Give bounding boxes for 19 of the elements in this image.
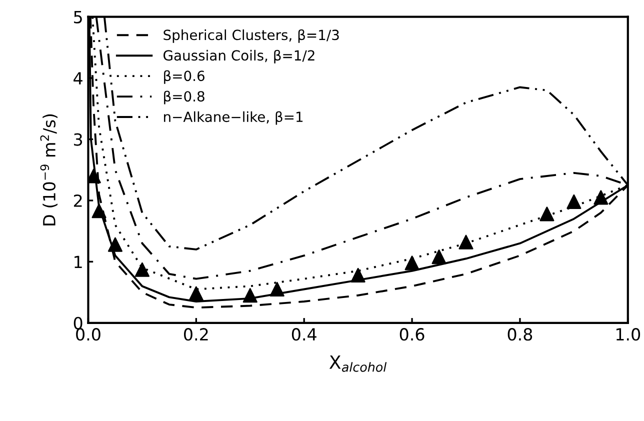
legend-label: β=0.8	[164, 90, 204, 104]
x-tick-label: 0.4	[292, 328, 316, 341]
y-tick-label: 3	[74, 133, 82, 146]
y-tick-label: 0	[74, 316, 82, 330]
x-tick-label: 0.0	[76, 328, 100, 341]
y-tick-label: 2	[74, 194, 82, 207]
x-tick-label: 0.8	[508, 328, 532, 341]
y-axis-title: D (10$^{−9}$ m$^{2}$/s)	[40, 114, 58, 226]
x-axis-title: X$_{alcohol}$	[329, 356, 387, 372]
legend-label: Spherical Clusters, β=1/3	[164, 29, 339, 43]
y-tick-label: 4	[74, 72, 82, 84]
legend-label: Gaussian Coils, β=1/2	[164, 50, 314, 64]
legend-label: β=0.6	[164, 70, 204, 84]
y-tick-label: 5	[74, 11, 82, 24]
x-tick-label: 0.2	[184, 328, 208, 341]
x-tick-label: 1.0	[616, 328, 640, 341]
x-tick-label: 0.6	[400, 328, 424, 341]
legend-label: n−Alkane−like, β=1	[164, 111, 303, 125]
y-tick-label: 1	[74, 256, 82, 268]
